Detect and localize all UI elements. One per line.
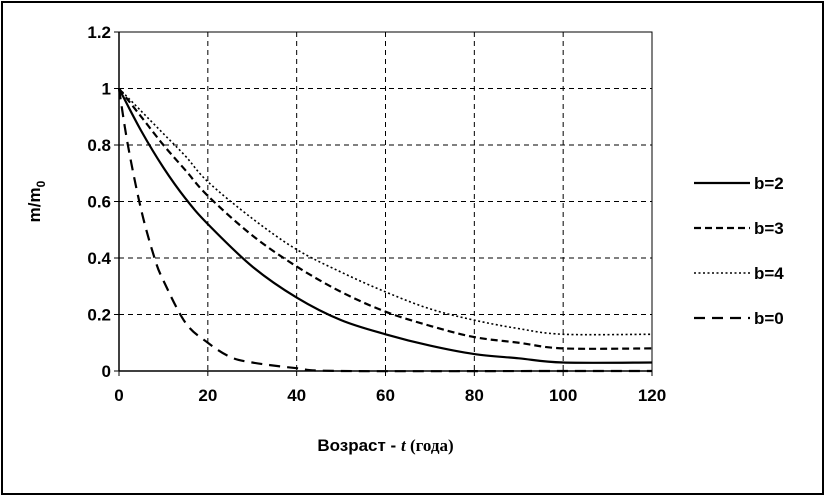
y-axis-label: m/m0	[25, 180, 48, 222]
y-tick-label: 1	[102, 80, 111, 99]
y-tick-label: 0	[102, 362, 111, 381]
series-line-4	[117, 88, 652, 373]
y-tick-label: 1.2	[87, 23, 111, 42]
series-line-3	[118, 87, 653, 336]
y-tick-label: 0.8	[87, 136, 111, 155]
series-line-1	[118, 87, 653, 364]
x-tick-label: 120	[638, 386, 666, 405]
x-axis-label-suffix: (года)	[406, 436, 454, 455]
series-group	[117, 87, 653, 373]
legend-label-3: b=4	[754, 264, 784, 283]
x-tick-label: 40	[287, 386, 306, 405]
x-tick-label: 100	[549, 386, 577, 405]
x-axis-label-prefix: Возраст -	[317, 436, 401, 455]
x-axis-label-var: t	[401, 436, 407, 455]
x-tick-label: 0	[114, 386, 123, 405]
grid	[119, 32, 652, 371]
x-axis-label: Возраст - t (года)	[317, 436, 453, 455]
x-tick-label: 60	[376, 386, 395, 405]
legend-label-2: b=3	[754, 219, 784, 238]
legend-label-4: b=0	[754, 309, 784, 328]
series-line-2	[118, 87, 653, 350]
y-tick-label: 0.6	[87, 193, 111, 212]
y-axis-label-main: m/m	[25, 187, 44, 222]
legend-label-1: b=2	[754, 174, 784, 193]
y-tick-label: 0.2	[87, 306, 111, 325]
legend: b=2 b=3 b=4 b=0	[694, 174, 784, 328]
x-tick-label: 80	[465, 386, 484, 405]
x-tick-label: 20	[198, 386, 217, 405]
tick-labels: 0 20 40 60 80 100 120 0 0.2 0.4 0.6 0.8 1 1.2	[87, 23, 666, 405]
y-axis-label-sub: 0	[34, 180, 48, 187]
axes	[114, 31, 653, 376]
y-tick-label: 0.4	[87, 249, 111, 268]
